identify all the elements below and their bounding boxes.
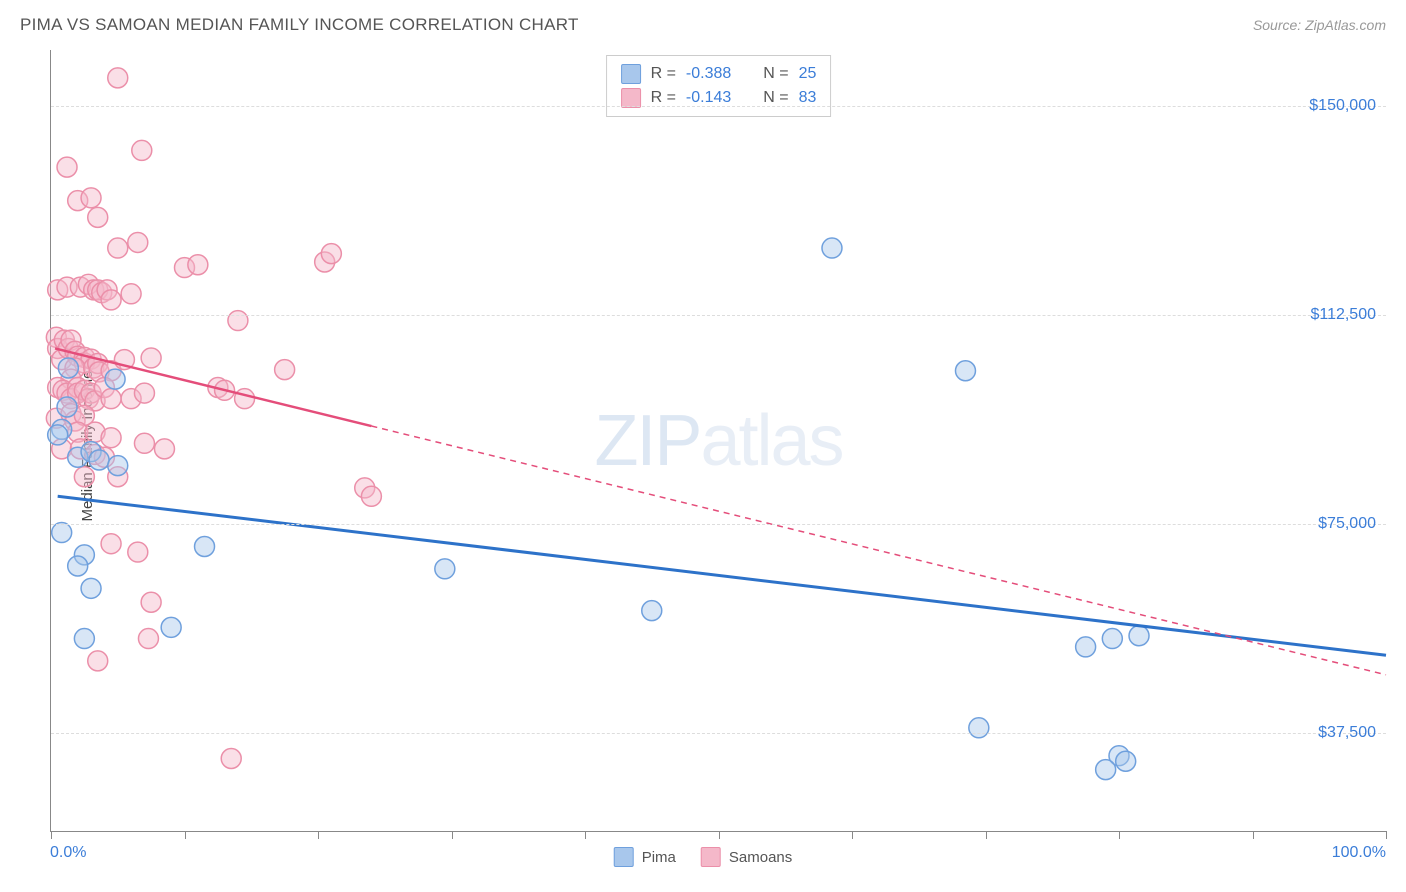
- data-point-pima: [74, 629, 94, 649]
- y-tick-label: $75,000: [1318, 515, 1376, 533]
- gridline: [51, 106, 1386, 107]
- legend-swatch-samoans: [701, 847, 721, 867]
- stats-N-value-samoans: 83: [799, 89, 817, 107]
- x-tick: [1386, 831, 1387, 839]
- legend-item-samoans: Samoans: [701, 847, 792, 867]
- data-point-samoans: [81, 188, 101, 208]
- data-point-pima: [81, 578, 101, 598]
- y-tick-label: $112,500: [1310, 306, 1376, 324]
- data-point-pima: [1076, 637, 1096, 657]
- x-axis-max-label: 100.0%: [1332, 844, 1386, 862]
- correlation-stats-box: R = -0.388 N = 25 R = -0.143 N = 83: [606, 55, 832, 117]
- x-tick: [719, 831, 720, 839]
- plot-area: ZIPatlas R =-0.388N =25R =-0.143N =83 $3…: [50, 50, 1386, 832]
- data-point-samoans: [235, 389, 255, 409]
- data-point-samoans: [101, 290, 121, 310]
- data-point-pima: [642, 601, 662, 621]
- x-axis-min-label: 0.0%: [50, 844, 86, 862]
- legend-label-samoans: Samoans: [729, 849, 792, 866]
- stats-swatch-pima: [621, 64, 641, 84]
- chart-title: PIMA VS SAMOAN MEDIAN FAMILY INCOME CORR…: [20, 15, 579, 35]
- x-tick: [1119, 831, 1120, 839]
- x-tick: [1253, 831, 1254, 839]
- data-point-samoans: [275, 360, 295, 380]
- data-point-pima: [161, 617, 181, 637]
- data-point-pima: [52, 523, 72, 543]
- data-point-samoans: [128, 542, 148, 562]
- x-tick: [585, 831, 586, 839]
- data-point-samoans: [57, 157, 77, 177]
- data-point-samoans: [134, 433, 154, 453]
- data-point-pima: [822, 238, 842, 258]
- stats-N-value-pima: 25: [799, 65, 817, 83]
- x-tick: [852, 831, 853, 839]
- data-point-samoans: [128, 232, 148, 252]
- data-point-pima: [105, 369, 125, 389]
- data-point-samoans: [154, 439, 174, 459]
- legend-label-pima: Pima: [642, 849, 676, 866]
- trendline-pima: [58, 496, 1386, 655]
- data-point-pima: [1096, 760, 1116, 780]
- data-point-samoans: [321, 244, 341, 264]
- data-point-samoans: [108, 68, 128, 88]
- series-legend: Pima Samoans: [614, 847, 793, 867]
- x-tick: [986, 831, 987, 839]
- x-tick: [185, 831, 186, 839]
- data-point-pima: [1102, 629, 1122, 649]
- data-point-pima: [89, 450, 109, 470]
- stats-N-label: N =: [763, 89, 788, 107]
- data-point-pima: [435, 559, 455, 579]
- gridline: [51, 524, 1386, 525]
- data-point-samoans: [228, 311, 248, 331]
- data-point-pima: [58, 358, 78, 378]
- stats-N-label: N =: [763, 65, 788, 83]
- data-point-samoans: [141, 592, 161, 612]
- data-point-pima: [969, 718, 989, 738]
- data-point-samoans: [188, 255, 208, 275]
- data-point-samoans: [134, 383, 154, 403]
- data-point-samoans: [74, 467, 94, 487]
- source-attribution: Source: ZipAtlas.com: [1253, 17, 1386, 33]
- data-point-samoans: [101, 428, 121, 448]
- data-point-samoans: [88, 651, 108, 671]
- gridline: [51, 733, 1386, 734]
- y-tick-label: $37,500: [1318, 724, 1376, 742]
- stats-row-pima: R = -0.388 N = 25: [621, 62, 817, 86]
- x-tick: [452, 831, 453, 839]
- legend-swatch-pima: [614, 847, 634, 867]
- data-point-pima: [108, 456, 128, 476]
- stats-R-label: R =: [651, 89, 676, 107]
- data-point-pima: [68, 556, 88, 576]
- data-point-pima: [1129, 626, 1149, 646]
- data-point-samoans: [108, 238, 128, 258]
- stats-R-value-pima: -0.388: [686, 65, 731, 83]
- data-point-samoans: [361, 486, 381, 506]
- stats-R-value-samoans: -0.143: [686, 89, 731, 107]
- stats-R-label: R =: [651, 65, 676, 83]
- data-point-pima: [955, 361, 975, 381]
- data-point-pima: [195, 537, 215, 557]
- data-point-samoans: [132, 140, 152, 160]
- data-point-samoans: [101, 389, 121, 409]
- data-point-pima: [48, 425, 68, 445]
- data-point-samoans: [101, 534, 121, 554]
- gridline: [51, 315, 1386, 316]
- scatter-svg: [51, 50, 1386, 831]
- y-tick-label: $150,000: [1309, 97, 1376, 115]
- data-point-samoans: [221, 748, 241, 768]
- data-point-samoans: [141, 348, 161, 368]
- x-tick: [51, 831, 52, 839]
- data-point-pima: [1116, 751, 1136, 771]
- data-point-samoans: [138, 629, 158, 649]
- title-bar: PIMA VS SAMOAN MEDIAN FAMILY INCOME CORR…: [20, 15, 1386, 35]
- x-tick: [318, 831, 319, 839]
- data-point-pima: [57, 397, 77, 417]
- legend-item-pima: Pima: [614, 847, 676, 867]
- data-point-samoans: [121, 284, 141, 304]
- data-point-samoans: [88, 207, 108, 227]
